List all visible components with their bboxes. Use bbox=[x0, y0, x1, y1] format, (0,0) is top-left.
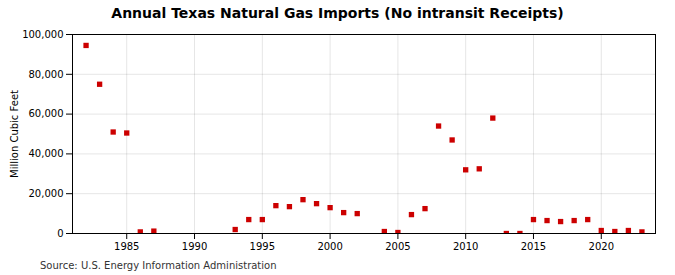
svg-text:Million Cubic Feet: Million Cubic Feet bbox=[9, 90, 20, 178]
svg-text:40,000: 40,000 bbox=[29, 148, 64, 159]
svg-text:2020: 2020 bbox=[589, 241, 614, 252]
svg-text:1985: 1985 bbox=[114, 241, 139, 252]
svg-text:1995: 1995 bbox=[250, 241, 275, 252]
svg-text:100,000: 100,000 bbox=[22, 29, 63, 40]
html-text:Source: U.S. Energy Informatio: Source: U.S. Energy Information Administ… bbox=[40, 260, 277, 271]
svg-text:80,000: 80,000 bbox=[29, 69, 64, 80]
svg-text:20,000: 20,000 bbox=[29, 188, 64, 199]
svg-text:0: 0 bbox=[57, 228, 63, 239]
svg-text:1990: 1990 bbox=[182, 241, 207, 252]
html-text:Annual Texas Natural Gas Impor: Annual Texas Natural Gas Imports (No int… bbox=[111, 5, 564, 21]
svg-text:2015: 2015 bbox=[521, 241, 546, 252]
svg-text:2010: 2010 bbox=[453, 241, 478, 252]
svg-text:60,000: 60,000 bbox=[29, 108, 64, 119]
svg-text:2005: 2005 bbox=[385, 241, 410, 252]
svg-text:2000: 2000 bbox=[317, 241, 342, 252]
